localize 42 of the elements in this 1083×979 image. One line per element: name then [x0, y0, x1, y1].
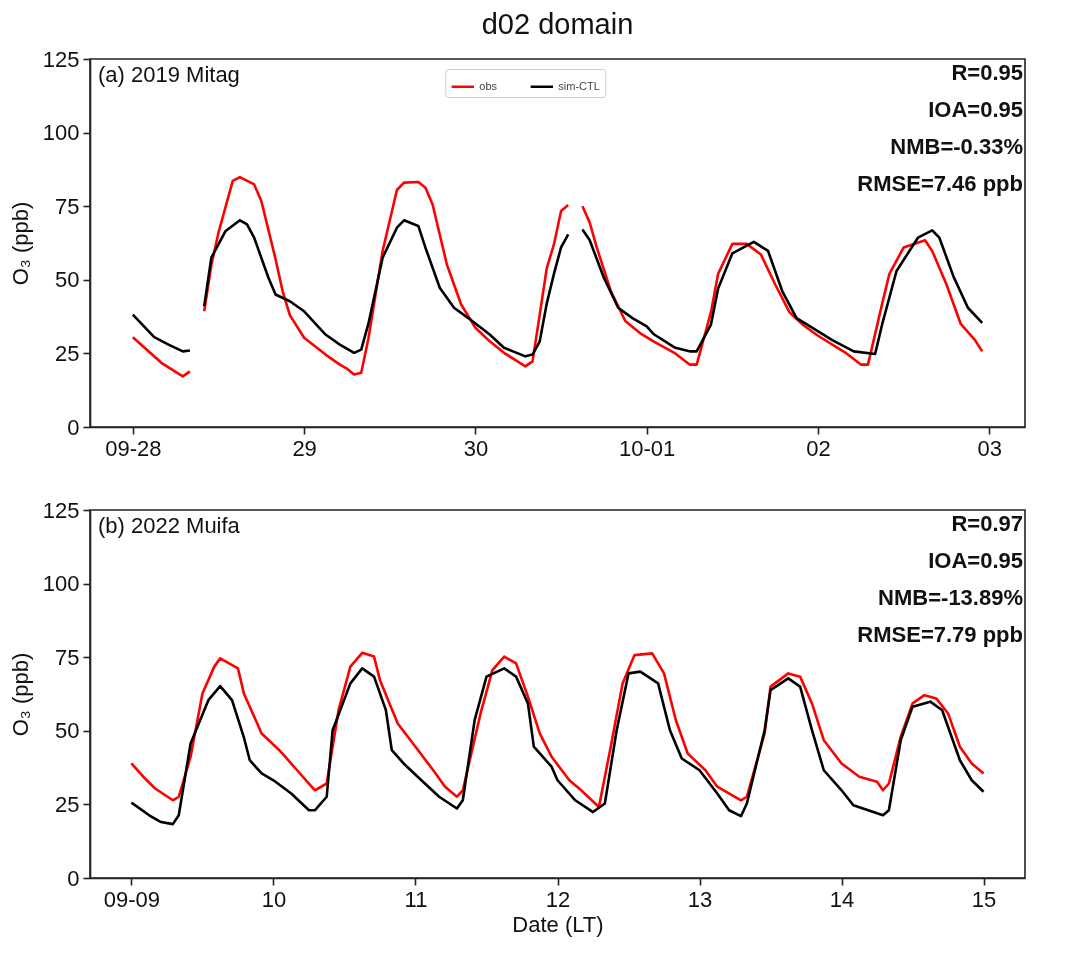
- y-tick-label: 125: [42, 46, 80, 72]
- y-tick-label: 75: [55, 193, 80, 219]
- annotation: R=0.95: [951, 60, 1023, 85]
- y-tick-label: 100: [42, 120, 80, 146]
- annotation: NMB=-0.33%: [890, 134, 1023, 159]
- x-tick-label: 10-01: [619, 435, 676, 461]
- annotation: IOA=0.95: [928, 97, 1023, 122]
- y-tick-label: 75: [55, 644, 80, 670]
- y-tick-label: 25: [55, 340, 80, 366]
- line-series: [130, 667, 985, 826]
- annotation: RMSE=7.46 ppb: [857, 171, 1023, 196]
- y-tick-label: 125: [42, 497, 80, 523]
- x-axis-title: Date (LT): [512, 911, 604, 937]
- y-axis-title: O₃ (ppb): [7, 201, 33, 286]
- x-tick-label: 02: [806, 435, 831, 461]
- annotation: (a) 2019 Mitag: [98, 62, 240, 87]
- chart-title: d02 domain: [481, 8, 634, 40]
- x-tick-label: 09-09: [103, 886, 161, 912]
- y-tick-label: 50: [55, 267, 80, 293]
- x-tick-label: 15: [971, 886, 997, 912]
- x-tick-label: 11: [404, 886, 428, 912]
- legend-label: sim-CTL: [558, 79, 600, 92]
- y-tick-label: 50: [55, 718, 80, 744]
- x-tick-label: 12: [545, 886, 571, 912]
- annotation: NMB=-13.89%: [878, 585, 1023, 610]
- legend-label: obs: [479, 79, 498, 92]
- annotation: R=0.97: [951, 511, 1023, 536]
- annotation: RMSE=7.79 ppb: [857, 622, 1023, 647]
- x-tick-label: 30: [463, 435, 489, 461]
- y-tick-label: 100: [42, 571, 80, 597]
- y-tick-label: 25: [55, 791, 80, 817]
- x-tick-label: 14: [829, 886, 855, 912]
- x-tick-label: 03: [977, 435, 1003, 461]
- x-tick-label: 10: [261, 886, 287, 912]
- y-tick-label: 0: [67, 865, 80, 891]
- x-tick-label: 13: [687, 886, 713, 912]
- x-tick-label: 29: [292, 435, 317, 461]
- y-tick-label: 0: [67, 414, 80, 440]
- annotation: IOA=0.95: [928, 548, 1023, 573]
- annotation: (b) 2022 Muifa: [98, 513, 241, 538]
- x-tick-label: 09-28: [105, 435, 162, 461]
- y-axis-title: O₃ (ppb): [7, 652, 33, 737]
